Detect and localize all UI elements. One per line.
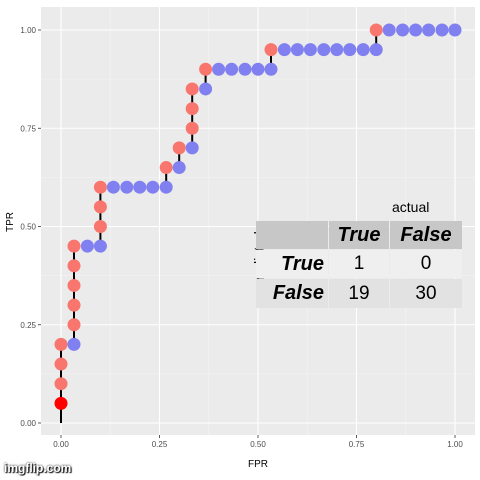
roc-point-false: [67, 337, 81, 351]
y-tick-label: 0.50: [20, 223, 36, 232]
roc-point-false: [343, 43, 357, 57]
roc-point-false: [185, 141, 199, 155]
cell-false-true: 19: [329, 279, 389, 308]
roc-point-false: [238, 62, 252, 76]
roc-point-false: [409, 23, 423, 37]
roc-point-false: [264, 62, 278, 76]
confusion-table-title: actual: [392, 199, 430, 215]
y-tick-label: 0.25: [20, 321, 36, 330]
imgflip-watermark: imgflip.com: [4, 461, 72, 475]
roc-point-false: [435, 23, 449, 37]
roc-point-current: [54, 396, 68, 410]
x-tick-label: 0.25: [152, 440, 168, 449]
roc-point-false: [422, 23, 436, 37]
roc-point-true: [54, 357, 68, 371]
row-header-false: False: [256, 279, 328, 308]
roc-point-true: [67, 239, 81, 253]
roc-point-false: [448, 23, 462, 37]
roc-point-false: [199, 82, 213, 96]
roc-point-true: [67, 259, 81, 273]
roc-point-true: [54, 377, 68, 391]
roc-point-false: [159, 180, 173, 194]
confusion-table: True False True 1 0 False 19 30: [256, 221, 462, 308]
roc-point-true: [67, 278, 81, 292]
roc-point-true: [369, 23, 383, 37]
roc-point-false: [396, 23, 410, 37]
roc-point-false: [133, 180, 147, 194]
roc-point-false: [303, 43, 317, 57]
roc-point-true: [93, 200, 107, 214]
roc-point-true: [93, 220, 107, 233]
cell-true-true: 1: [329, 250, 389, 278]
roc-point-true: [185, 102, 199, 116]
roc-point-true: [67, 318, 81, 332]
x-tick-label: 0.75: [349, 440, 365, 449]
roc-point-true: [159, 161, 173, 175]
roc-point-false: [330, 43, 344, 57]
col-header-true: True: [329, 221, 389, 249]
x-axis-title: FPR: [248, 459, 268, 470]
roc-point-false: [369, 43, 383, 57]
x-tick-label: 0.50: [250, 440, 266, 449]
roc-point-false: [80, 239, 94, 253]
roc-point-false: [382, 23, 396, 37]
roc-point-false: [106, 180, 120, 194]
roc-point-true: [185, 121, 199, 135]
table-corner: [256, 221, 328, 249]
roc-points: [54, 23, 462, 410]
cell-true-false: 0: [390, 250, 462, 278]
roc-point-true: [264, 43, 278, 57]
roc-point-false: [93, 239, 107, 253]
cell-false-false: 30: [390, 279, 462, 308]
roc-point-false: [356, 43, 370, 57]
y-tick-label: 1.00: [20, 26, 36, 35]
roc-point-true: [199, 62, 213, 76]
roc-point-false: [317, 43, 331, 57]
row-header-true: True: [256, 250, 328, 278]
roc-point-false: [120, 180, 134, 194]
x-tick-label: 0.00: [53, 440, 69, 449]
y-tick-label: 0.75: [20, 124, 36, 133]
roc-point-false: [146, 180, 160, 194]
roc-point-false: [172, 161, 186, 175]
roc-point-false: [277, 43, 291, 57]
roc-point-true: [172, 141, 186, 155]
roc-point-true: [93, 180, 107, 194]
y-tick-label: 0.00: [20, 419, 36, 428]
roc-point-true: [185, 82, 199, 96]
col-header-false: False: [390, 221, 462, 249]
roc-point-false: [290, 43, 304, 57]
y-axis-title: TPR: [5, 212, 16, 232]
roc-point-false: [251, 62, 265, 76]
roc-point-true: [54, 337, 68, 351]
x-tick-label: 1.00: [447, 440, 463, 449]
roc-point-false: [212, 62, 226, 76]
roc-point-false: [225, 62, 239, 76]
roc-point-true: [67, 298, 81, 312]
axes: 0.00 0.25 0.50 0.75 1.00 0.00 0.25 0.50 0.75 1.00: [20, 26, 463, 449]
